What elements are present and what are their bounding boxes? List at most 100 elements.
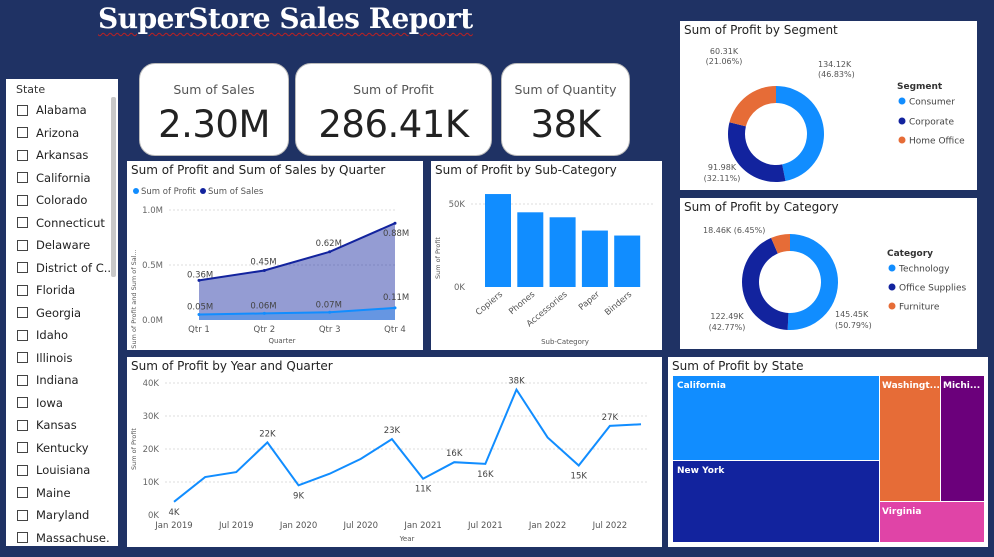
bar[interactable] <box>517 212 544 287</box>
legend-label: Home Office <box>909 137 965 147</box>
year-chart-panel[interactable]: Sum of Profit by Year and Quarter Sum of… <box>127 357 662 547</box>
donut-slice[interactable] <box>771 234 790 254</box>
slicer-item[interactable]: Massachuse... <box>6 527 110 547</box>
profit-line <box>173 387 642 503</box>
treemap-tile-california[interactable]: California <box>673 376 879 460</box>
checkbox[interactable] <box>17 374 28 386</box>
legend-dot <box>898 117 906 125</box>
checkbox[interactable] <box>17 419 28 431</box>
legend-dot <box>888 283 896 291</box>
slicer-item[interactable]: Maryland <box>6 504 110 527</box>
checkbox[interactable] <box>17 172 28 184</box>
slicer-item[interactable]: District of C... <box>6 257 110 280</box>
data-label: 0.07M <box>316 300 342 310</box>
slicer-item[interactable]: Arizona <box>6 122 110 145</box>
data-label: 27K <box>602 413 619 423</box>
checkbox[interactable] <box>17 284 28 296</box>
data-label: 23K <box>384 426 401 436</box>
slicer-scrollbar[interactable] <box>111 97 116 277</box>
quarter-chart-panel[interactable]: Sum of Profit and Sum of Sales by Quarte… <box>127 161 423 350</box>
x-tick: Paper <box>577 289 602 312</box>
checkbox[interactable] <box>17 532 28 544</box>
x-tick: Jul 2021 <box>467 521 503 531</box>
treemap-tile-washington[interactable]: Washingt... <box>880 376 940 501</box>
segment-chart-panel[interactable]: Sum of Profit by Segment 60.31K (21.06%)… <box>680 21 977 190</box>
checkbox[interactable] <box>17 194 28 206</box>
treemap-tile-michigan[interactable]: Michi... <box>941 376 984 501</box>
data-label: 0.45M <box>250 258 276 268</box>
slicer-item[interactable]: Indiana <box>6 369 110 392</box>
data-label: 60.31K <box>710 47 739 56</box>
data-label: 4K <box>169 508 180 518</box>
legend-label: Technology <box>898 265 950 275</box>
data-label: 16K <box>446 449 463 459</box>
bar[interactable] <box>614 235 641 287</box>
data-label: 0.36M <box>187 270 213 280</box>
slicer-item[interactable]: Louisiana <box>6 459 110 482</box>
checkbox[interactable] <box>17 329 28 341</box>
checkbox[interactable] <box>17 397 28 409</box>
sales-point <box>328 250 332 254</box>
card-value: 286.41K <box>318 103 469 146</box>
subcat-chart-panel[interactable]: Sum of Profit by Sub-Category Sum of Pro… <box>431 161 662 350</box>
legend-label: Furniture <box>899 303 940 313</box>
slicer-item[interactable]: Kansas <box>6 414 110 437</box>
checkbox[interactable] <box>17 239 28 251</box>
slicer-item-label: Massachuse... <box>36 530 110 545</box>
legend-profit-label: Sum of Profit <box>141 187 196 197</box>
checkbox[interactable] <box>17 127 28 139</box>
slicer-item-label: Alabama <box>36 103 87 118</box>
donut-slice[interactable] <box>776 86 825 182</box>
legend-title: Segment <box>897 82 943 92</box>
checkbox[interactable] <box>17 464 28 476</box>
slicer-item[interactable]: California <box>6 167 110 190</box>
bar[interactable] <box>549 217 576 287</box>
checkbox[interactable] <box>17 104 28 116</box>
checkbox[interactable] <box>17 487 28 499</box>
x-tick: Jan 2021 <box>403 521 441 531</box>
slicer-item-label: District of C... <box>36 260 110 275</box>
slicer-item[interactable]: Delaware <box>6 234 110 257</box>
slicer-item[interactable]: Illinois <box>6 347 110 370</box>
checkbox[interactable] <box>17 352 28 364</box>
data-label: 15K <box>571 472 588 482</box>
checkbox[interactable] <box>17 307 28 319</box>
checkbox[interactable] <box>17 149 28 161</box>
data-label: 145.45K <box>835 310 869 319</box>
data-label: 22K <box>259 429 276 439</box>
state-chart-panel[interactable]: Sum of Profit by State California New Yo… <box>668 357 988 547</box>
category-chart-panel[interactable]: Sum of Profit by Category 18.46K (6.45%)… <box>680 198 977 349</box>
slicer-item[interactable]: Maine <box>6 482 110 505</box>
bar[interactable] <box>581 230 608 287</box>
checkbox[interactable] <box>17 217 28 229</box>
slicer-item[interactable]: Idaho <box>6 324 110 347</box>
slicer-item[interactable]: Arkansas <box>6 144 110 167</box>
data-label: (32.11%) <box>704 174 741 183</box>
treemap-tile-new-york[interactable]: New York <box>673 460 879 542</box>
checkbox[interactable] <box>17 262 28 274</box>
donut-slice[interactable] <box>742 237 789 330</box>
bar[interactable] <box>485 194 511 287</box>
donut-slice[interactable] <box>728 122 786 183</box>
sales-point <box>262 269 266 272</box>
profit-point <box>328 310 332 314</box>
legend-dot <box>888 302 896 310</box>
slicer-item[interactable]: Connecticut <box>6 212 110 235</box>
data-label: 0.06M <box>250 301 276 311</box>
checkbox[interactable] <box>17 442 28 454</box>
slicer-item[interactable]: Kentucky <box>6 437 110 460</box>
slicer-item[interactable]: Iowa <box>6 392 110 415</box>
data-label: 134.12K <box>818 60 852 69</box>
donut-slice[interactable] <box>729 86 776 127</box>
x-axis-title: Quarter <box>268 337 295 345</box>
slicer-item-label: Connecticut <box>36 215 105 230</box>
tile-label: Virginia <box>882 507 922 517</box>
treemap-tile-virginia[interactable]: Virginia <box>880 502 984 542</box>
slicer-item[interactable]: Colorado <box>6 189 110 212</box>
checkbox[interactable] <box>17 509 28 521</box>
slicer-item[interactable]: Alabama <box>6 99 110 122</box>
slicer-item[interactable]: Florida <box>6 279 110 302</box>
donut-slice[interactable] <box>787 234 839 330</box>
slicer-item[interactable]: Georgia <box>6 302 110 325</box>
sales-point <box>393 221 397 225</box>
